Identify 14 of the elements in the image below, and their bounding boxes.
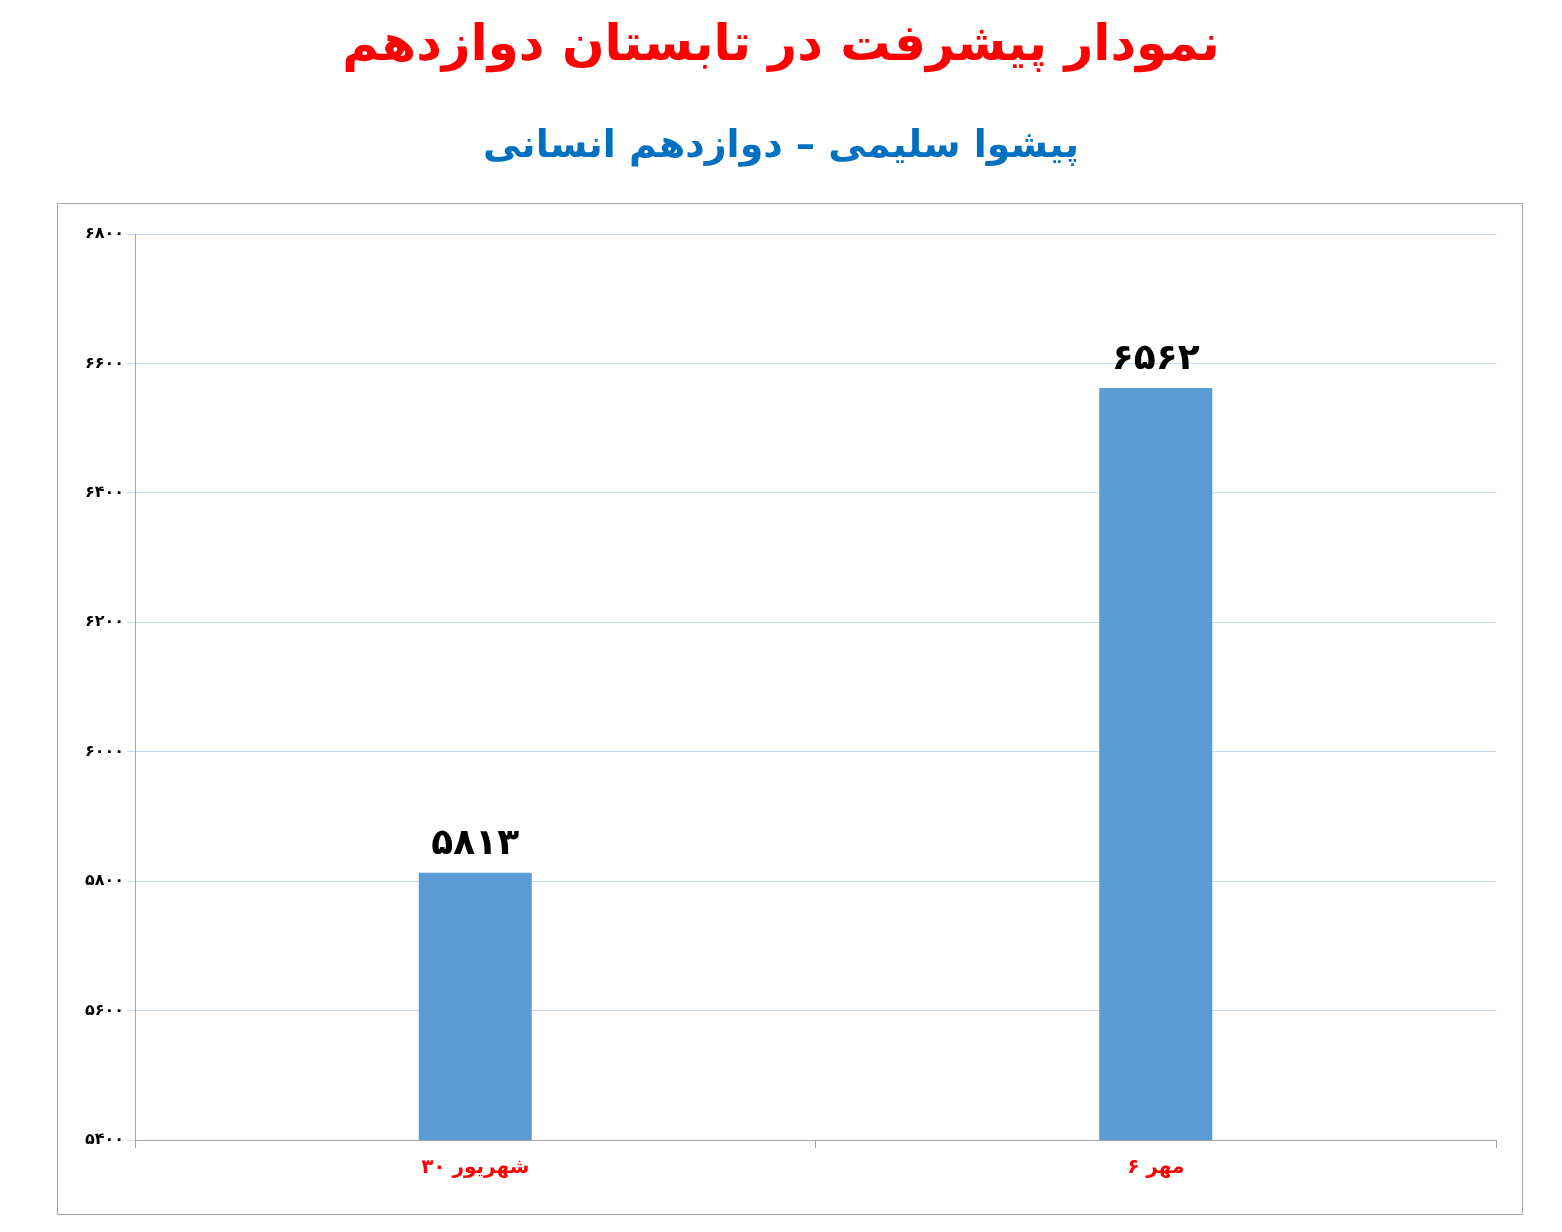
y-tick-label: ۶۲۰۰ [84,611,124,631]
y-tick-label: ۶۴۰۰ [84,482,124,502]
y-tick-label: ۶۸۰۰ [84,223,124,243]
chart-subtitle: پیشوا سلیمی – دوازدهم انسانی [481,122,1081,166]
data-label: ۵۸۱۳ [431,821,520,863]
x-tick-label: ۳۰ شهریور [421,1154,530,1179]
chart-title: نمودار پیشرفت در تابستان دوازدهم [341,14,1221,72]
x-tick-label: ۶ مهر [1127,1154,1185,1179]
y-tick-label: ۶۶۰۰ [84,352,124,372]
y-tick-label: ۵۸۰۰ [84,870,124,890]
y-tick-label: ۵۴۰۰ [84,1129,124,1149]
y-tick-label: ۶۰۰۰ [84,740,124,760]
data-label: ۶۵۶۲ [1111,336,1200,378]
y-tick-label: ۵۶۰۰ [84,999,124,1019]
